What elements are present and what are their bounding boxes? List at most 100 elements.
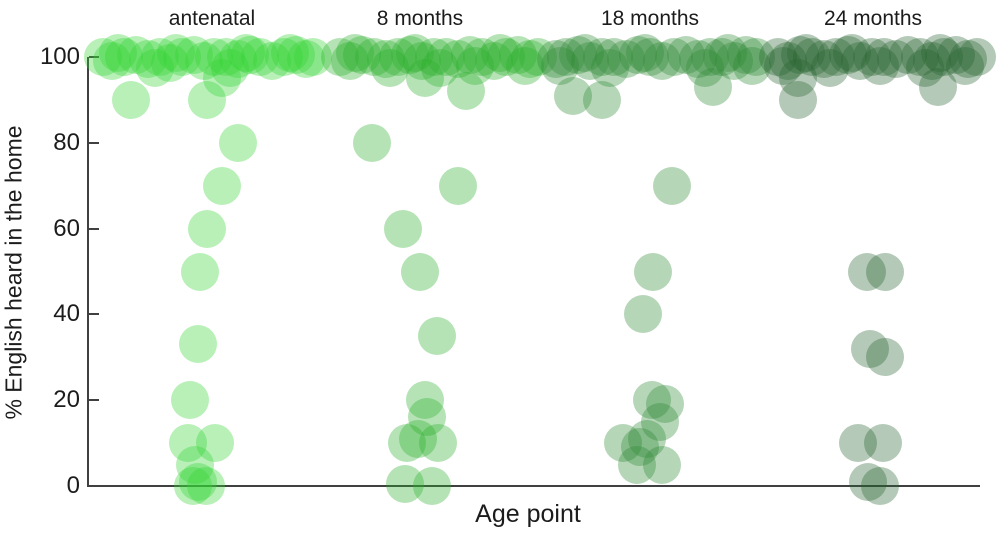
data-point (396, 33, 434, 72)
y-axis-line (87, 57, 89, 486)
data-point (595, 38, 633, 76)
y-tick-mark (89, 485, 99, 487)
data-point (188, 80, 226, 119)
data-point (207, 38, 245, 76)
data-point (117, 35, 155, 74)
data-point (643, 42, 681, 81)
data-point (853, 38, 891, 76)
data-point (769, 42, 807, 81)
group-header: 8 months (376, 7, 464, 30)
data-point (583, 80, 621, 119)
data-point (607, 40, 645, 79)
data-point (547, 38, 585, 76)
data-point (633, 381, 671, 420)
data-point (195, 38, 233, 76)
data-point (271, 33, 309, 72)
data-point (129, 40, 167, 79)
data-point (817, 38, 855, 76)
data-point (188, 209, 226, 248)
data-point (386, 464, 424, 503)
data-point (499, 35, 537, 74)
data-point (667, 35, 705, 74)
data-point (829, 35, 867, 74)
y-tick-label: 60 (53, 214, 80, 242)
data-point (848, 252, 886, 291)
data-point (415, 38, 453, 76)
data-point (151, 44, 189, 83)
y-tick-label: 100 (39, 43, 80, 70)
data-point (463, 38, 501, 76)
data-point (937, 35, 975, 74)
data-point (764, 46, 802, 85)
data-point (709, 33, 747, 72)
data-point (219, 40, 257, 79)
data-point (643, 445, 681, 484)
data-point (591, 48, 629, 87)
y-tick-mark (89, 313, 99, 316)
data-point (84, 38, 122, 76)
data-point (519, 38, 557, 76)
data-point (946, 46, 984, 85)
data-point (277, 35, 315, 74)
data-point (861, 46, 899, 85)
data-point (141, 38, 179, 76)
data-point (913, 42, 951, 81)
data-point (781, 35, 819, 74)
y-tick-label: 0 (66, 472, 80, 499)
data-point (949, 40, 987, 79)
data-point (181, 252, 219, 291)
data-point (391, 35, 429, 74)
data-point (624, 295, 662, 334)
data-point (621, 428, 659, 467)
data-point (419, 424, 457, 463)
data-point (787, 33, 825, 72)
data-point (779, 59, 817, 98)
data-point (655, 38, 693, 76)
data-point (715, 42, 753, 81)
data-point (403, 42, 441, 81)
data-point (175, 35, 213, 74)
data-point (921, 33, 959, 72)
data-point (408, 398, 446, 437)
data-point (925, 38, 963, 76)
data-point (451, 35, 489, 74)
group-header: 24 months (823, 7, 923, 30)
data-point (211, 48, 249, 87)
data-point (401, 252, 439, 291)
data-point (694, 68, 732, 107)
data-point (537, 40, 575, 79)
data-point (93, 42, 131, 81)
data-point (253, 42, 291, 81)
data-point (294, 38, 332, 76)
data-point (566, 33, 604, 72)
data-point (506, 46, 544, 85)
x-axis-line (87, 485, 980, 487)
group-header: 18 months (600, 7, 700, 30)
data-point (355, 38, 393, 76)
data-point (727, 35, 765, 74)
data-point (849, 462, 887, 501)
data-point (679, 40, 717, 79)
data-point (686, 48, 724, 87)
data-point (105, 38, 143, 76)
data-point (399, 419, 437, 458)
data-point (703, 38, 741, 76)
data-point (628, 419, 666, 458)
data-point (179, 462, 217, 501)
data-point (169, 424, 207, 463)
data-point (439, 40, 477, 79)
data-point (779, 80, 817, 119)
y-tick-mark (89, 141, 99, 144)
data-point (759, 38, 797, 76)
data-point (265, 38, 303, 76)
data-point (353, 123, 391, 162)
data-point (163, 38, 201, 76)
data-point (604, 424, 642, 463)
data-point (619, 35, 657, 74)
data-point (851, 329, 889, 368)
data-point (919, 68, 957, 107)
data-point (427, 38, 465, 76)
data-point (418, 316, 456, 355)
data-point (618, 445, 656, 484)
data-point (554, 76, 592, 115)
